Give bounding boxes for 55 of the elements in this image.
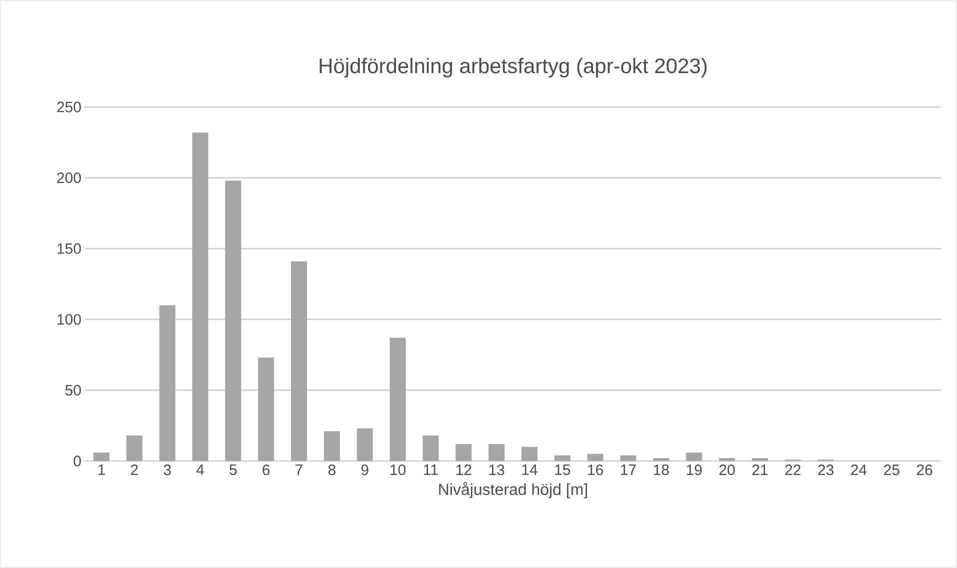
x-tick-label: 12 — [456, 464, 472, 476]
x-tick-label: 13 — [489, 464, 504, 476]
x-tick-label: 16 — [588, 464, 603, 476]
x-tick-label: 15 — [555, 464, 570, 475]
x-tick-label: 8 — [328, 464, 336, 476]
y-tick-label: 250 — [57, 102, 81, 112]
bar — [686, 452, 702, 461]
bar — [390, 338, 406, 461]
bar — [620, 455, 636, 461]
x-tick-label: 9 — [361, 464, 368, 476]
bar — [719, 458, 736, 461]
x-tick-label: 18 — [654, 464, 669, 476]
bar — [653, 458, 670, 461]
bar — [587, 454, 604, 461]
bar — [159, 305, 176, 461]
bar — [324, 431, 340, 461]
y-tick-label: 0 — [74, 456, 81, 466]
x-tick-label: 4 — [196, 464, 204, 475]
bar — [126, 436, 142, 461]
x-tick-label: 5 — [230, 464, 237, 475]
bar — [192, 132, 208, 461]
bar — [521, 446, 538, 461]
y-tick-label: 50 — [65, 384, 81, 396]
x-tick-label: 17 — [621, 464, 636, 475]
x-tick-label: 24 — [851, 464, 867, 476]
y-tick-label: 100 — [58, 314, 81, 325]
y-tick-label: 150 — [58, 243, 81, 254]
x-tick-label: 2 — [130, 464, 138, 476]
bar — [554, 455, 570, 461]
y-tick-label: 200 — [57, 172, 81, 184]
x-tick-label: 23 — [818, 464, 834, 476]
bar — [356, 428, 373, 461]
bar — [488, 444, 505, 461]
x-tick-label: 22 — [785, 464, 800, 476]
bar — [93, 452, 110, 461]
bar — [422, 436, 439, 461]
bar — [225, 180, 242, 461]
x-tick-label: 6 — [262, 464, 270, 476]
x-tick-label: 10 — [390, 464, 406, 476]
x-axis-title: Nivåjusterad höjd [m] — [439, 482, 587, 498]
bar — [291, 261, 308, 461]
bar — [258, 358, 274, 461]
bar — [456, 444, 472, 461]
x-tick-label: 3 — [164, 464, 171, 476]
x-tick-label: 11 — [424, 464, 438, 475]
x-tick-label: 21 — [752, 464, 768, 476]
x-tick-label: 14 — [522, 464, 538, 475]
x-tick-label: 19 — [686, 464, 702, 476]
bar — [752, 458, 768, 461]
x-tick-label: 20 — [719, 464, 735, 476]
x-tick-label: 26 — [916, 464, 932, 476]
x-tick-label: 7 — [296, 464, 302, 475]
x-tick-label: 25 — [884, 464, 900, 476]
chart-title: Höjdfördelning arbetsfartyg (apr-okt 2023) — [320, 58, 707, 78]
x-tick-label: 1 — [98, 464, 105, 475]
